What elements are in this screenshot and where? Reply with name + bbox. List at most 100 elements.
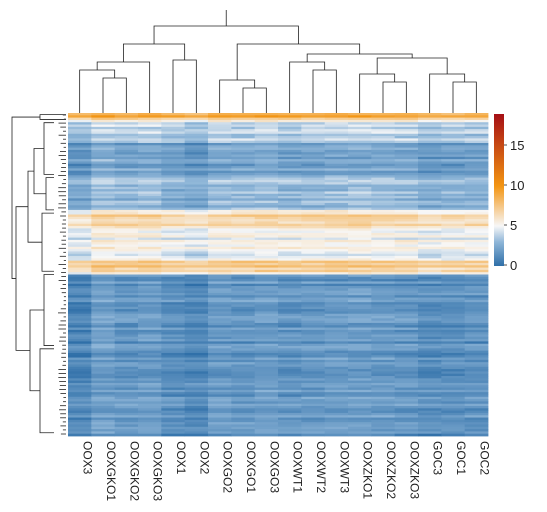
heatmap-cell [348, 403, 372, 407]
heatmap-cell [161, 406, 186, 409]
heatmap-cell [184, 327, 209, 331]
heatmap-cell [464, 172, 489, 176]
heatmap-cell [91, 122, 116, 125]
heatmap-cell [278, 288, 302, 292]
heatmap-cell [324, 133, 349, 137]
heatmap-cell [301, 122, 326, 125]
heatmap-cell [464, 113, 489, 116]
heatmap-cell [464, 219, 489, 222]
heatmap-cell [231, 422, 256, 425]
heatmap-cell [441, 246, 466, 250]
heatmap-cell [348, 235, 372, 238]
heatmap-cell [348, 113, 372, 116]
heatmap-cell [68, 253, 92, 257]
heatmap-cell [68, 286, 92, 289]
heatmap-cell [231, 334, 256, 338]
heatmap-cell [68, 297, 92, 301]
heatmap-cell [161, 387, 186, 391]
heatmap-cell [371, 249, 396, 252]
heatmap-cell [231, 212, 256, 215]
heatmap-cell [278, 235, 302, 238]
heatmap-cell [418, 387, 442, 391]
heatmap-cell [394, 244, 419, 248]
dendrogram-branch [11, 116, 40, 279]
heatmap-cell [254, 322, 279, 326]
heatmap-cell [441, 341, 466, 345]
heatmap-cell [138, 138, 162, 142]
heatmap-cell [418, 184, 442, 188]
heatmap-cell [348, 433, 372, 437]
heatmap-cell [161, 376, 186, 379]
heatmap-cell [254, 154, 279, 158]
heatmap-cell [324, 290, 349, 294]
heatmap-cell [348, 230, 372, 234]
heatmap-cell [441, 325, 466, 328]
heatmap-cell [301, 242, 326, 245]
heatmap-cell [394, 389, 419, 393]
heatmap-cell [184, 396, 209, 400]
heatmap-cell [441, 223, 466, 227]
heatmap-cell [161, 316, 186, 319]
heatmap-cell [231, 260, 256, 264]
heatmap-cell [68, 322, 92, 326]
heatmap-cell [348, 419, 372, 423]
heatmap-cell [184, 170, 209, 174]
heatmap-cell [418, 177, 442, 181]
heatmap-cell [91, 202, 116, 206]
heatmap-cell [418, 410, 442, 414]
heatmap-cell [68, 318, 92, 322]
heatmap-cell [464, 191, 489, 195]
heatmap-cell [278, 182, 302, 185]
heatmap-cell [184, 235, 209, 238]
heatmap-cell [138, 244, 162, 248]
heatmap-cell [231, 302, 256, 305]
heatmap-cell [208, 433, 232, 437]
heatmap-cell [418, 362, 442, 365]
heatmap-cell [91, 253, 116, 257]
heatmap-cell [324, 214, 349, 218]
heatmap-cell [371, 265, 396, 268]
heatmap-cell [68, 274, 92, 278]
heatmap-cell [464, 228, 489, 232]
heatmap-cell [348, 126, 372, 130]
dendrogram-branch [45, 177, 54, 211]
heatmap-cell [161, 214, 186, 218]
heatmap-cell [138, 373, 162, 377]
heatmap-cell [161, 318, 186, 322]
heatmap-cell [68, 376, 92, 379]
dendrogram-branch [172, 59, 197, 113]
heatmap-cell [324, 283, 349, 287]
heatmap-cell [464, 274, 489, 278]
heatmap-cell [348, 290, 372, 294]
heatmap-cell [348, 205, 372, 208]
heatmap-cell [114, 415, 139, 418]
heatmap-cell [254, 318, 279, 322]
heatmap-cell [278, 152, 302, 155]
heatmap-cell [184, 286, 209, 289]
heatmap-cell [464, 382, 489, 386]
heatmap-cell [418, 156, 442, 160]
heatmap-cell [278, 355, 302, 358]
heatmap-cell [208, 399, 232, 402]
heatmap-cell [394, 433, 419, 437]
heatmap-cell [301, 175, 326, 178]
heatmap-cell [348, 196, 372, 199]
heatmap-cell [254, 265, 279, 268]
heatmap-cell [184, 350, 209, 354]
heatmap-cell [394, 348, 419, 352]
heatmap-cell [254, 145, 279, 149]
heatmap-cell [301, 126, 326, 130]
heatmap-cell [464, 184, 489, 188]
heatmap-cell [348, 339, 372, 342]
heatmap-cell [138, 262, 162, 266]
heatmap-cell [441, 433, 466, 437]
heatmap-cell [464, 334, 489, 338]
heatmap-cell [418, 339, 442, 342]
heatmap-cell [301, 406, 326, 409]
heatmap-cell [441, 242, 466, 245]
heatmap-cell [371, 258, 396, 262]
heatmap-cell [161, 394, 186, 398]
heatmap-cell [68, 256, 92, 259]
heatmap-cell [68, 136, 92, 139]
heatmap-cell [394, 221, 419, 225]
